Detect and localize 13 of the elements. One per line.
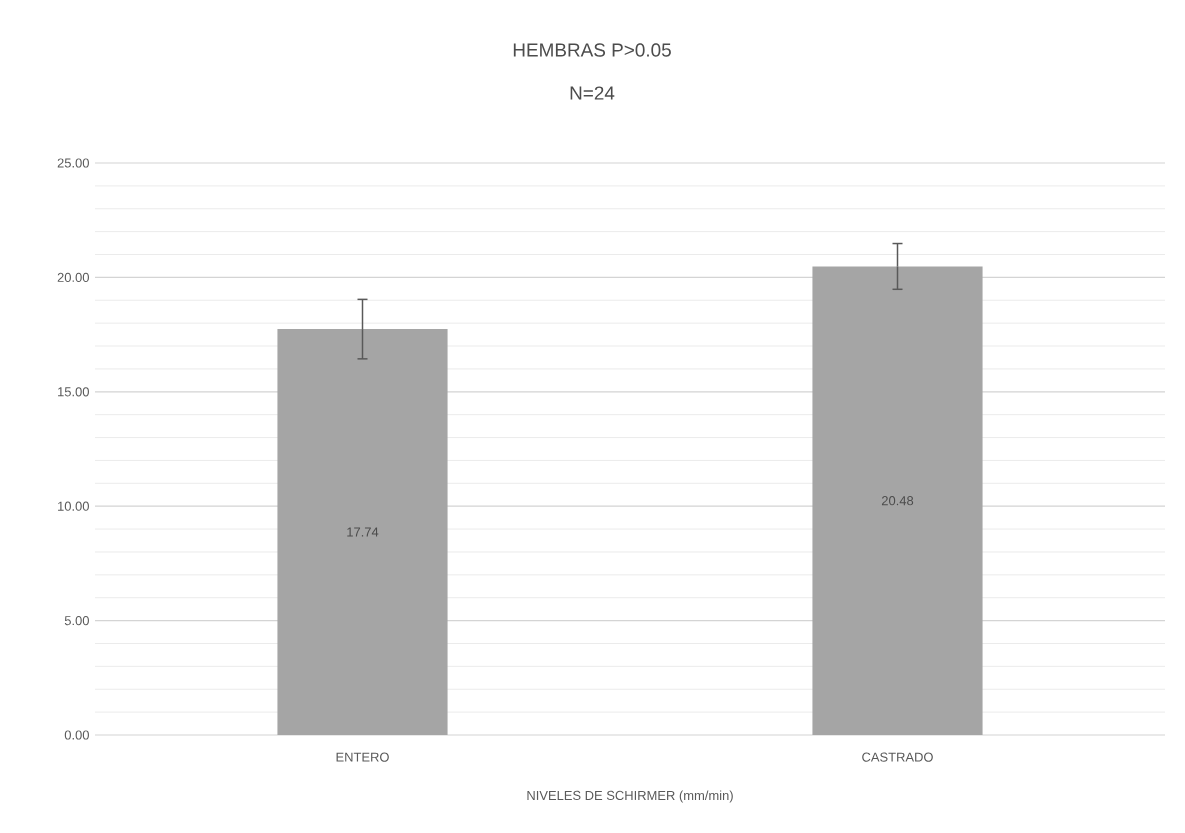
- data-label: 20.48: [881, 496, 914, 506]
- x-tick-label: CASTRADO: [862, 752, 933, 762]
- y-tick-label: 20.00: [57, 272, 89, 282]
- y-tick-label: 25.00: [57, 158, 89, 168]
- y-tick-label: 15.00: [58, 387, 89, 397]
- chart-subtitle: N=24: [570, 86, 615, 100]
- y-tick-label: 10.00: [58, 501, 89, 511]
- chart-title: HEMBRAS P>0.05: [513, 43, 671, 57]
- data-label: 17.74: [347, 527, 379, 537]
- y-tick-label: 0.00: [64, 730, 89, 740]
- x-tick-label: ENTERO: [336, 752, 389, 762]
- x-axis-title: NIVELES DE SCHIRMER (mm/min): [527, 790, 733, 803]
- y-tick-label: 5.00: [64, 616, 89, 626]
